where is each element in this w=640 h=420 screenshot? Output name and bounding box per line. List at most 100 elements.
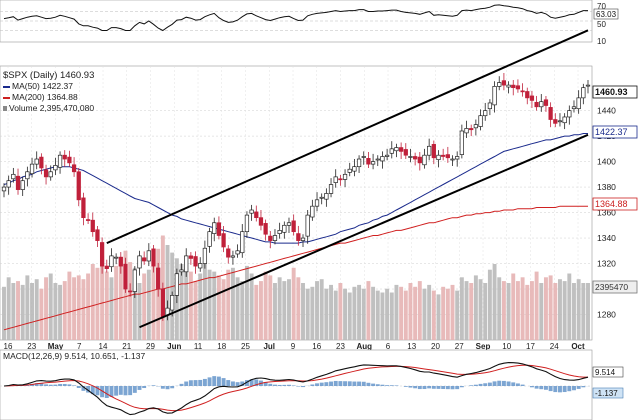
macd-hist-bar	[473, 384, 478, 386]
volume-bar	[212, 271, 217, 340]
volume-bar	[2, 286, 6, 340]
candle-body	[71, 164, 77, 173]
volume-bar	[558, 279, 562, 340]
volume-bar	[132, 267, 137, 340]
candle-body	[207, 231, 212, 247]
candle-body	[338, 178, 343, 181]
volume-bar	[301, 283, 305, 340]
macd-hist-bar	[34, 383, 39, 386]
candle-body	[20, 180, 25, 190]
volume-bar	[534, 271, 539, 340]
candle-body	[212, 222, 217, 234]
candle-body	[436, 154, 441, 161]
candle-body	[319, 196, 324, 199]
volume-bar	[487, 269, 492, 340]
price-tick-label: 1380	[597, 182, 616, 192]
svg-text:1422.37: 1422.37	[595, 127, 628, 137]
macd-hist-bar	[394, 385, 399, 386]
date-tick-label: 14	[99, 342, 108, 351]
macd-value-label: 9.514	[592, 366, 624, 378]
macd-hist-bar	[319, 382, 324, 386]
candle-body	[132, 269, 137, 292]
candle-body	[291, 220, 296, 233]
candle-body	[375, 158, 380, 161]
date-tick-label: Jul	[263, 342, 275, 351]
ma200-line	[3, 205, 588, 331]
volume-bar	[408, 283, 413, 340]
candle-body	[455, 156, 460, 160]
macd-hist-bar	[567, 386, 572, 392]
candle-body	[380, 156, 385, 162]
volume-bar	[263, 271, 268, 340]
macd-hist-bar	[329, 381, 334, 386]
date-tick-label: 10	[502, 342, 511, 351]
macd-hist-bar	[357, 381, 362, 386]
macd-hist-bar	[581, 386, 586, 388]
volume-bar	[319, 279, 324, 340]
macd-hist-bar	[198, 379, 203, 386]
candle-body	[146, 250, 151, 262]
macd-hist-bar	[558, 386, 562, 393]
macd-hist-bar	[193, 380, 198, 386]
volume-bar	[413, 286, 418, 340]
macd-hist-bar	[343, 381, 348, 386]
candle-body	[235, 250, 240, 255]
date-tick-label: 23	[336, 342, 345, 351]
candle-body	[413, 156, 418, 160]
candle-body	[501, 80, 507, 86]
volume-bar	[11, 283, 16, 340]
macd-hist-bar	[216, 376, 221, 386]
volume-bar	[515, 281, 520, 340]
candle-body	[216, 222, 222, 236]
macd-hist-bar	[62, 383, 67, 386]
price-tick-label: 1440	[597, 106, 616, 116]
candle-body	[305, 214, 310, 237]
macd-hist-bar	[188, 380, 193, 386]
candle-body	[272, 235, 278, 241]
volume-bar	[287, 279, 291, 340]
macd-hist-bar	[333, 380, 338, 386]
candle-body	[184, 255, 189, 273]
macd-hist-bar	[132, 386, 137, 393]
volume-bar	[277, 277, 282, 340]
volume-bar	[436, 294, 441, 340]
volume-bar	[58, 284, 63, 340]
volume-bar	[114, 265, 119, 340]
macd-hist-bar	[104, 386, 109, 398]
candle-body	[179, 269, 184, 273]
candle-body	[244, 214, 250, 233]
candle-body	[48, 171, 53, 178]
svg-text:1364.88: 1364.88	[595, 199, 628, 209]
svg-text:9.514: 9.514	[595, 368, 616, 377]
volume-bar	[109, 277, 114, 340]
candle-body	[310, 205, 315, 218]
macd-hist-bar	[441, 386, 446, 390]
volume-bar	[576, 279, 581, 340]
candle-body	[450, 158, 455, 161]
candle-body	[548, 107, 553, 120]
macd-hist-bar	[422, 386, 427, 390]
macd-hist-bar	[184, 381, 189, 386]
date-tick-label: 24	[550, 342, 559, 351]
macd-hist-bar	[254, 379, 259, 386]
candle-body	[389, 148, 394, 154]
legend-ma200: MA(200) 1364.88	[3, 92, 94, 103]
candle-body	[123, 263, 128, 290]
ma50-price-label: 1422.37	[592, 125, 638, 139]
volume-bar	[44, 277, 49, 340]
candle-body	[240, 231, 245, 254]
date-tick-label: 11	[194, 342, 203, 351]
macd-hist-bar	[427, 386, 432, 389]
candle-body	[104, 265, 109, 269]
macd-hist-bar	[455, 386, 460, 390]
candle-body	[492, 86, 497, 106]
price-candles	[1, 73, 591, 321]
candle-body	[114, 256, 119, 259]
volume-bar	[151, 254, 156, 340]
volume-bar	[506, 283, 511, 340]
macd-hist-bar	[529, 386, 534, 388]
candle-body	[300, 237, 306, 241]
macd-hist-bar	[221, 378, 226, 386]
trend-channel	[106, 29, 589, 329]
volume-bar	[142, 273, 147, 340]
